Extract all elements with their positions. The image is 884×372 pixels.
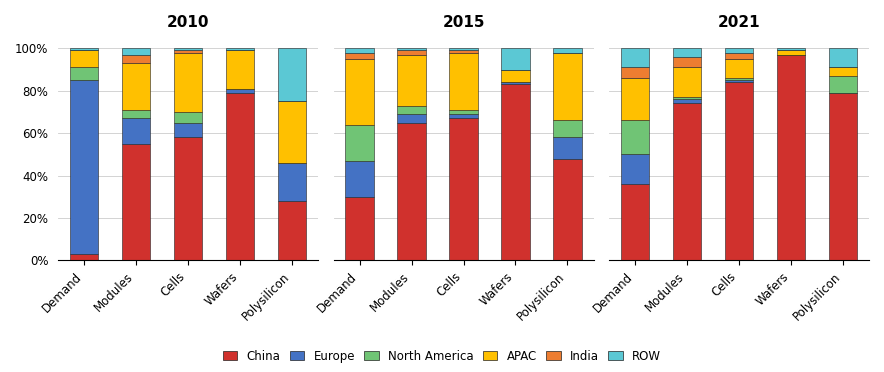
Bar xyxy=(346,161,374,197)
Bar xyxy=(397,114,426,122)
Bar xyxy=(621,121,650,154)
Bar xyxy=(725,80,753,82)
Bar xyxy=(70,67,98,80)
Bar xyxy=(621,184,650,260)
Bar xyxy=(346,52,374,59)
Bar xyxy=(673,97,701,99)
Bar xyxy=(449,52,478,110)
Title: 2021: 2021 xyxy=(718,15,760,29)
Bar xyxy=(828,48,857,67)
Bar xyxy=(174,122,202,137)
Bar xyxy=(346,125,374,161)
Bar xyxy=(122,110,150,118)
Bar xyxy=(673,67,701,97)
Bar xyxy=(673,57,701,67)
Bar xyxy=(553,121,582,137)
Bar xyxy=(70,80,98,254)
Bar xyxy=(553,52,582,121)
Bar xyxy=(225,48,255,51)
Bar xyxy=(278,48,306,101)
Bar xyxy=(673,99,701,103)
Bar xyxy=(70,48,98,51)
Bar xyxy=(225,51,255,89)
Bar xyxy=(278,101,306,163)
Bar xyxy=(553,48,582,52)
Bar xyxy=(501,82,530,84)
Bar xyxy=(397,48,426,51)
Bar xyxy=(449,110,478,114)
Bar xyxy=(828,76,857,93)
Bar xyxy=(449,114,478,118)
Bar xyxy=(346,59,374,125)
Bar xyxy=(174,48,202,51)
Title: 2015: 2015 xyxy=(442,15,484,29)
Bar xyxy=(621,78,650,121)
Bar xyxy=(673,103,701,260)
Bar xyxy=(174,51,202,52)
Bar xyxy=(122,63,150,110)
Bar xyxy=(122,144,150,260)
Bar xyxy=(174,112,202,122)
Bar xyxy=(828,67,857,76)
Bar xyxy=(397,55,426,106)
Bar xyxy=(174,137,202,260)
Bar xyxy=(397,106,426,114)
Bar xyxy=(122,55,150,63)
Bar xyxy=(777,55,805,260)
Title: 2010: 2010 xyxy=(167,15,210,29)
Bar xyxy=(621,48,650,67)
Bar xyxy=(777,51,805,55)
Bar xyxy=(70,51,98,67)
Bar xyxy=(449,51,478,52)
Bar xyxy=(553,158,582,260)
Bar xyxy=(122,118,150,144)
Bar xyxy=(346,48,374,52)
Bar xyxy=(501,84,530,260)
Bar xyxy=(621,67,650,78)
Bar xyxy=(725,82,753,260)
Bar xyxy=(278,163,306,201)
Bar xyxy=(673,48,701,57)
Bar xyxy=(725,52,753,59)
Bar xyxy=(621,154,650,184)
Bar xyxy=(501,48,530,70)
Bar xyxy=(828,93,857,260)
Bar xyxy=(449,48,478,51)
Bar xyxy=(725,59,753,78)
Bar xyxy=(70,254,98,260)
Bar xyxy=(725,78,753,80)
Bar xyxy=(397,51,426,55)
Bar xyxy=(553,137,582,158)
Bar xyxy=(501,70,530,82)
Bar xyxy=(225,93,255,260)
Bar xyxy=(725,48,753,52)
Bar xyxy=(346,197,374,260)
Bar xyxy=(278,201,306,260)
Bar xyxy=(777,48,805,51)
Legend: China, Europe, North America, APAC, India, ROW: China, Europe, North America, APAC, Indi… xyxy=(219,346,665,366)
Bar xyxy=(174,52,202,112)
Bar xyxy=(449,118,478,260)
Bar xyxy=(225,89,255,93)
Bar xyxy=(397,122,426,260)
Bar xyxy=(122,48,150,55)
